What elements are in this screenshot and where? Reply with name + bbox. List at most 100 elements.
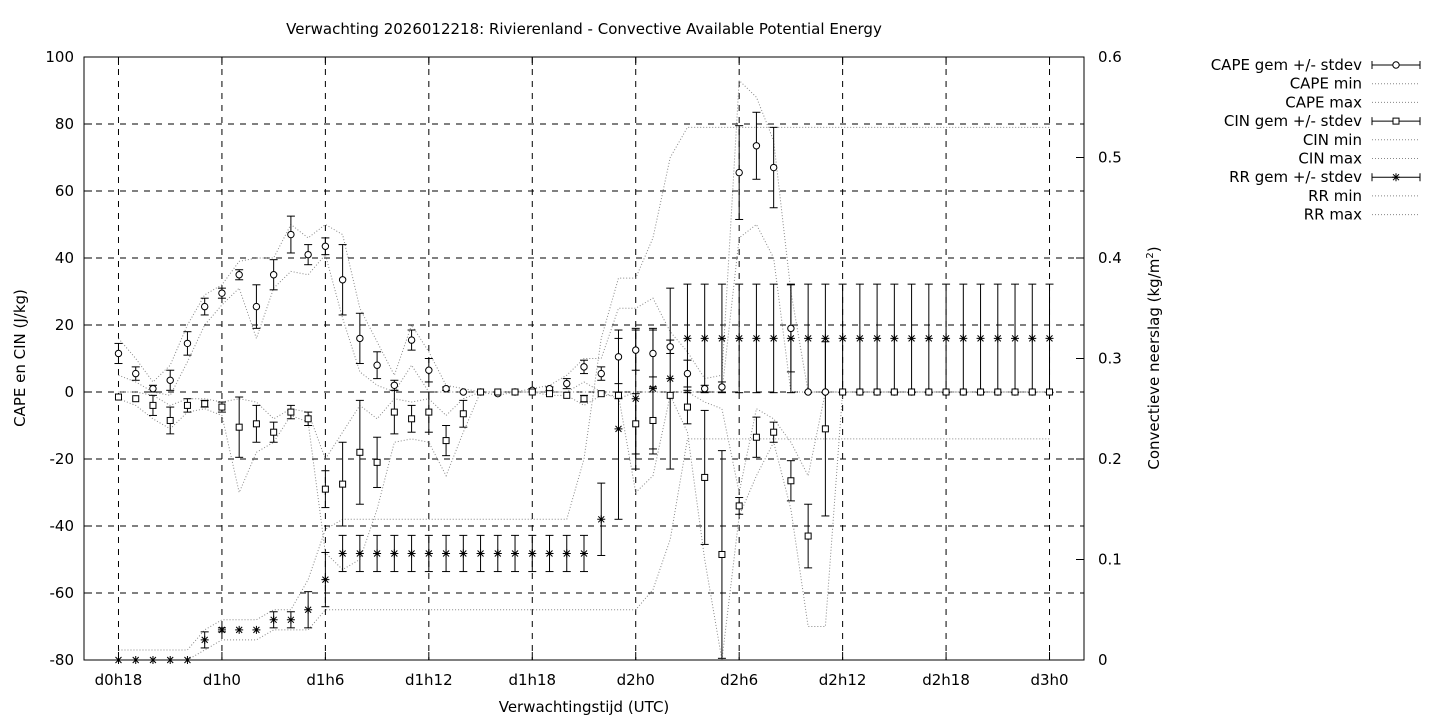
marker-rr-gem-stdev	[700, 334, 709, 343]
marker-cin-gem-stdev	[442, 437, 450, 445]
y-tick-label: 20	[55, 316, 74, 334]
marker-rr-gem-stdev	[493, 549, 502, 558]
marker-rr-gem-stdev	[200, 635, 209, 644]
marker-cape-gem-stdev	[321, 242, 330, 250]
marker-cape-gem-stdev	[338, 276, 347, 284]
marker-rr-gem-stdev	[407, 549, 416, 558]
y2-axis-label-sup: 2	[1145, 252, 1156, 258]
marker-rr-gem-stdev	[476, 549, 485, 558]
marker-cin-gem-stdev	[683, 403, 691, 411]
marker-cape-gem-stdev	[218, 289, 226, 297]
y-tick-label: 40	[55, 249, 74, 267]
marker-cin-gem-stdev	[528, 388, 536, 396]
marker-rr-gem-stdev	[424, 549, 433, 558]
marker-cin-gem-stdev	[287, 408, 295, 416]
marker-rr-gem-stdev	[235, 625, 244, 634]
y2-tick-label: 0	[1098, 651, 1108, 669]
legend-label-cin-min: CIN min	[1303, 131, 1362, 149]
marker-cin-gem-stdev	[390, 408, 398, 416]
y-tick-label: -60	[50, 584, 75, 602]
marker-cape-gem-stdev	[235, 271, 243, 279]
data-markers	[114, 142, 1054, 664]
marker-cin-gem-stdev	[994, 388, 1002, 396]
marker-cin-gem-stdev	[511, 388, 519, 396]
y-tick-label: 100	[45, 48, 74, 66]
marker-cin-gem-stdev	[339, 480, 347, 488]
marker-cape-gem-stdev	[166, 376, 174, 384]
tick-labels: d0h18 d1h0 d1h6 d1h12 d1h18 d2h0 d2h6 d2h12 d2h1…	[45, 48, 1122, 689]
marker-rr-gem-stdev	[631, 394, 640, 403]
marker-rr-gem-stdev	[735, 334, 744, 343]
marker-rr-gem-stdev	[1045, 334, 1054, 343]
marker-cape-gem-stdev	[149, 384, 157, 393]
marker-rr-gem-stdev	[855, 334, 864, 343]
marker-cin-gem-stdev	[718, 550, 726, 558]
marker-rr-gem-stdev	[821, 334, 830, 343]
marker-cin-gem-stdev	[666, 391, 674, 399]
marker-cin-gem-stdev	[477, 388, 485, 396]
marker-cape-gem-stdev	[632, 346, 640, 354]
legend-marker-rr-gem-stdev	[1392, 173, 1400, 182]
x-tick-label: d2h18	[922, 671, 970, 689]
marker-rr-gem-stdev	[528, 549, 537, 558]
marker-cin-gem-stdev	[218, 403, 226, 411]
marker-rr-gem-stdev	[666, 374, 675, 383]
marker-rr-gem-stdev	[304, 605, 313, 614]
marker-rr-gem-stdev	[217, 625, 226, 634]
marker-cape-gem-stdev	[787, 324, 795, 333]
marker-cape-gem-stdev	[821, 388, 830, 396]
marker-cape-gem-stdev	[459, 388, 468, 396]
marker-rr-gem-stdev	[769, 334, 778, 343]
marker-rr-gem-stdev	[959, 334, 968, 343]
marker-cin-gem-stdev	[942, 388, 950, 396]
y2-tick-label: 0.2	[1098, 450, 1122, 468]
marker-cin-gem-stdev	[166, 416, 174, 424]
marker-rr-gem-stdev	[511, 549, 520, 558]
marker-cin-gem-stdev	[959, 388, 967, 396]
y-tick-label: 80	[55, 115, 74, 133]
marker-rr-gem-stdev	[924, 334, 933, 343]
marker-cape-gem-stdev	[200, 302, 209, 311]
legend-marker-cape-gem-stdev	[1392, 61, 1400, 69]
marker-cape-gem-stdev	[356, 334, 364, 343]
y2-tick-label: 0.1	[1098, 551, 1122, 569]
marker-cape-gem-stdev	[649, 349, 657, 358]
y2-axis-label-main: Convectieve neerslag (kg/m	[1145, 259, 1163, 470]
y-tick-label: -40	[50, 517, 75, 535]
marker-rr-gem-stdev	[545, 549, 554, 558]
marker-rr-gem-stdev	[355, 549, 364, 558]
marker-rr-gem-stdev	[890, 334, 899, 343]
legend-label-cape-min: CAPE min	[1290, 75, 1362, 93]
marker-cape-gem-stdev	[425, 366, 433, 374]
marker-cin-gem-stdev	[235, 423, 243, 431]
marker-cin-gem-stdev	[752, 433, 760, 441]
marker-cin-gem-stdev	[149, 401, 157, 409]
marker-cape-gem-stdev	[442, 384, 450, 393]
marker-rr-gem-stdev	[976, 334, 985, 343]
marker-cape-gem-stdev	[804, 388, 812, 396]
marker-rr-gem-stdev	[752, 334, 761, 343]
marker-rr-gem-stdev	[562, 549, 571, 558]
marker-rr-gem-stdev	[252, 625, 261, 634]
marker-cin-gem-stdev	[701, 473, 709, 481]
marker-cin-gem-stdev	[977, 388, 985, 396]
marker-rr-gem-stdev	[390, 549, 399, 558]
marker-rr-gem-stdev	[804, 334, 813, 343]
marker-cin-gem-stdev	[408, 415, 416, 423]
marker-cin-gem-stdev	[580, 395, 588, 403]
marker-cape-gem-stdev	[252, 302, 261, 311]
marker-cin-gem-stdev	[1028, 388, 1036, 396]
series-cin-min	[118, 391, 1050, 661]
marker-cin-gem-stdev	[632, 420, 640, 428]
marker-cape-gem-stdev	[683, 369, 692, 378]
y-tick-label: -80	[50, 651, 75, 669]
marker-cin-gem-stdev	[494, 388, 502, 396]
series-cape-max	[118, 79, 1050, 393]
x-tick-label: d3h0	[1030, 671, 1068, 689]
marker-rr-gem-stdev	[873, 334, 882, 343]
marker-rr-gem-stdev	[442, 549, 451, 558]
marker-cape-gem-stdev	[735, 168, 743, 177]
marker-rr-gem-stdev	[1011, 334, 1020, 343]
